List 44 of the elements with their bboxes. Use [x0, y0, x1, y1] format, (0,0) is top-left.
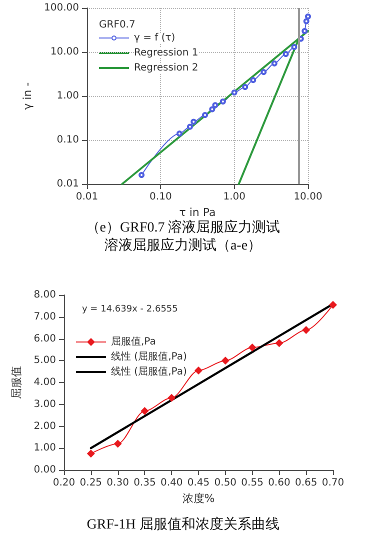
y-axis-title: γ in -	[21, 82, 34, 110]
x-tick-label: 10.00	[294, 192, 322, 202]
y-tick-label: 10.00	[50, 46, 79, 58]
y-tick-label: 3.00	[34, 398, 56, 410]
legend-label: Regression 2	[134, 62, 198, 74]
x-tick-label: 0.30	[106, 478, 129, 488]
x-tick-label: 0.10	[150, 192, 172, 202]
y-tick-label: 2.00	[34, 420, 56, 432]
y-tick-label: 8.00	[34, 290, 56, 300]
y-tick-label: 5.00	[34, 355, 56, 366]
y-tick-label: 0.00	[34, 464, 56, 476]
x-tick-label: 0.65	[294, 478, 318, 488]
x-tick-label: 0.40	[160, 478, 183, 488]
text: GRF-1H 屈服值和浓度关系曲线	[86, 516, 280, 532]
legend-label: γ = f (τ)	[134, 32, 176, 44]
x-tick-label: 1.00	[223, 192, 246, 202]
text: （e）GRF0.7 溶液屈服应力测试	[86, 220, 280, 236]
y-tick-label: 0.01	[56, 178, 79, 190]
x-tick-label: 0.60	[268, 478, 290, 488]
x-tick-label: 0.01	[76, 192, 98, 202]
y-tick-label: 0.10	[56, 134, 79, 146]
legend-label: Regression 1	[134, 48, 198, 58]
annotation: y = 14.639x - 2.6555	[82, 304, 178, 314]
x-axis-title: τ in Pa	[179, 206, 216, 219]
y-tick-label: 100.00	[44, 2, 79, 14]
x-axis-title: 浓度%	[182, 492, 215, 505]
legend-title: GRF0.7	[99, 20, 136, 30]
y-tick-label: 7.00	[34, 311, 56, 322]
text: 溶液屈服应力测试（a-e）	[104, 238, 262, 254]
x-tick-label: 0.50	[214, 478, 237, 488]
y-axis-title: 屈服值	[10, 366, 23, 399]
legend-label: 线性 (屈服值,Pa)	[111, 366, 187, 378]
y-tick-label: 1.00	[34, 442, 56, 454]
legend-label: 线性 (屈服值,Pa)	[111, 350, 187, 362]
x-tick-label: 0.20	[52, 478, 76, 488]
y-tick-label: 1.00	[56, 90, 79, 102]
y-tick-label: 6.00	[34, 333, 56, 344]
x-tick-label: 0.35	[134, 478, 156, 488]
x-tick-label: 0.45	[187, 478, 210, 488]
x-tick-label: 0.55	[241, 478, 264, 488]
x-tick-label: 0.70	[322, 478, 344, 488]
legend-label: 屈服值,Pa	[111, 336, 156, 348]
x-tick-label: 0.25	[80, 478, 102, 488]
y-tick-label: 4.00	[34, 377, 56, 388]
